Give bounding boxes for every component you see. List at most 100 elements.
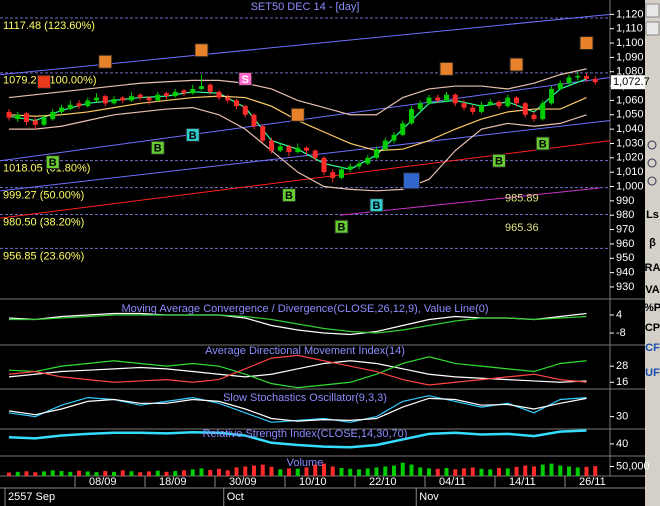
- signal-label: B: [285, 190, 293, 202]
- y-tick-label: 1,000: [616, 180, 644, 192]
- toolbar-button[interactable]: Ls: [646, 209, 659, 221]
- y-tick-label: 1,030: [616, 137, 644, 149]
- volume-bar: [453, 469, 458, 476]
- volume-bar: [392, 465, 396, 476]
- volume-bar: [164, 471, 169, 476]
- month-label: Nov: [419, 491, 439, 503]
- volume-bar: [182, 470, 186, 476]
- candle-body: [592, 78, 598, 83]
- volume-bar: [269, 466, 274, 476]
- candle-body: [277, 146, 283, 151]
- volume-bar: [365, 468, 370, 476]
- volume-bar: [129, 471, 134, 476]
- signal-label: S: [242, 74, 249, 86]
- signal-marker: [194, 43, 209, 58]
- tool-icon[interactable]: [645, 21, 660, 36]
- signal-marker: [282, 188, 296, 203]
- volume-bar: [348, 468, 353, 476]
- volume-bar: [68, 471, 73, 476]
- volume-bar: [190, 469, 195, 476]
- series-line: [8, 429, 587, 449]
- volume-bar: [112, 471, 116, 476]
- chart-title: SET50 DEC 14 - [day]: [251, 1, 360, 13]
- volume-bar: [50, 470, 55, 476]
- volume-bar: [243, 466, 248, 476]
- signal-marker: [369, 198, 384, 213]
- signal-marker: [439, 61, 454, 76]
- candle-body: [426, 97, 432, 104]
- last-price-box: [611, 75, 645, 90]
- y-tick-label: 940: [616, 267, 634, 279]
- zoom-icon[interactable]: [647, 158, 657, 168]
- signal-marker: [509, 57, 524, 72]
- candle-body: [549, 88, 554, 104]
- toolbar-button[interactable]: β: [649, 237, 656, 249]
- y-tick-label: 930: [616, 281, 634, 293]
- candle-body: [461, 103, 467, 108]
- toolbar-button[interactable]: RA: [645, 262, 660, 274]
- candle-body: [59, 107, 64, 112]
- candle-body: [181, 90, 187, 94]
- volume-bar: [287, 468, 291, 476]
- candle-body: [120, 97, 126, 101]
- candle-body: [41, 117, 47, 125]
- volume-bar: [85, 471, 90, 476]
- candle-body: [146, 97, 152, 101]
- volume-bar: [24, 471, 29, 476]
- candle-body: [286, 146, 292, 153]
- signal-marker: [535, 136, 550, 151]
- volume-bar: [278, 469, 283, 476]
- zoom-icon[interactable]: [647, 176, 657, 186]
- x-tick-label: 04/11: [439, 476, 466, 488]
- series-line: [9, 107, 587, 192]
- panel-title: Average Directional Movement Index(14): [205, 345, 405, 357]
- y-tick-label: 1,080: [616, 66, 644, 78]
- volume-bar: [77, 470, 81, 476]
- volume-bar: [304, 467, 309, 476]
- x-tick-label: 26/11: [579, 476, 606, 488]
- toolbar-button[interactable]: CF: [645, 342, 660, 354]
- candle-body: [172, 91, 178, 97]
- x-tick-label: 10/10: [299, 476, 327, 488]
- y-tick-label: -8: [616, 327, 626, 339]
- candle-body: [164, 93, 169, 97]
- series-line: [8, 68, 587, 116]
- volume-bar: [199, 468, 204, 476]
- toolbar-button[interactable]: %P: [644, 302, 660, 314]
- candle-body: [102, 96, 108, 104]
- candle-body: [365, 157, 371, 164]
- y-tick-label: 1,010: [616, 166, 644, 178]
- candle-body: [409, 109, 414, 124]
- volume-bar: [15, 471, 20, 476]
- volume-bar: [514, 466, 519, 476]
- signal-label: B: [495, 156, 503, 168]
- candle-body: [190, 88, 196, 94]
- price-label: 965.36: [505, 222, 539, 234]
- signal-marker: [334, 219, 349, 234]
- signal-label: B: [539, 138, 547, 150]
- y-tick-label: 1,040: [616, 123, 644, 135]
- candle-body: [15, 114, 21, 120]
- signal-marker: [238, 71, 253, 86]
- tool-icon[interactable]: [645, 3, 660, 18]
- toolbar-button[interactable]: UF: [645, 367, 660, 379]
- y-tick-label: 1,120: [616, 8, 644, 20]
- zoom-icon[interactable]: [647, 140, 657, 150]
- toolbar-button[interactable]: CP: [645, 322, 660, 334]
- fib-label: 999.27 (50.00%): [3, 189, 84, 201]
- toolbar-button[interactable]: VA: [645, 284, 660, 296]
- volume-bar: [488, 469, 493, 476]
- candle-body: [304, 147, 309, 151]
- candle-body: [382, 140, 388, 150]
- volume-bar: [470, 467, 475, 476]
- volume-bar: [234, 467, 239, 476]
- month-label: Oct: [227, 491, 244, 503]
- candle-body: [444, 94, 449, 101]
- candle-body: [234, 100, 239, 107]
- candle-body: [50, 111, 56, 120]
- volume-bar: [313, 464, 318, 476]
- candle-body: [251, 114, 257, 127]
- candle-body: [94, 97, 99, 101]
- volume-bar: [138, 472, 143, 476]
- volume-bar: [567, 466, 571, 476]
